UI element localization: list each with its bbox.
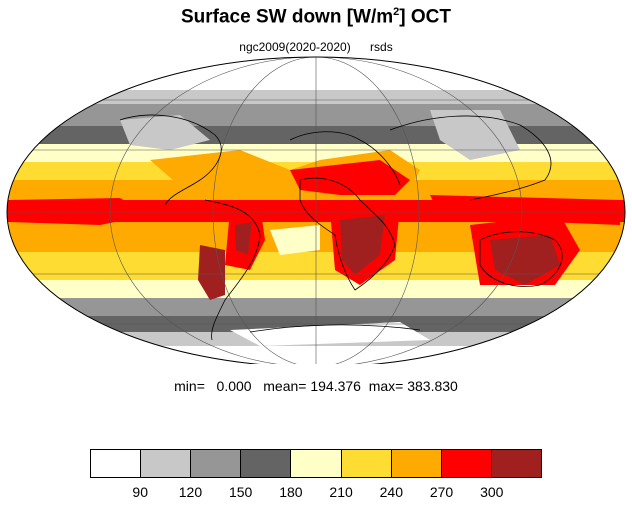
map-border (6, 56, 626, 364)
colorbar-swatch (241, 450, 292, 477)
coastlines (119, 114, 563, 341)
model-label: ngc2009(2020-2020) (239, 40, 351, 54)
plot-subtitle: ngc2009(2020-2020) rsds (0, 40, 632, 54)
colorbar-tick-label: 240 (379, 484, 403, 500)
graticule (7, 57, 625, 364)
colorbar-ticks: 90 120 150 180 210 240 270 300 (90, 484, 542, 502)
colorbar-tick-label: 90 (132, 484, 148, 500)
colorbar (90, 449, 542, 478)
colorbar-swatch (341, 450, 392, 477)
colorbar-tick-label: 300 (480, 484, 504, 500)
colorbar-tick-label: 180 (279, 484, 303, 500)
colorbar-tick-label: 210 (329, 484, 353, 500)
colorbar-swatch (291, 450, 342, 477)
colorbar-swatch (391, 450, 442, 477)
stats-line: min= 0.000 mean= 194.376 max= 383.830 (174, 378, 458, 394)
variable-label: rsds (370, 40, 393, 54)
world-map (6, 56, 626, 364)
colorbar-tick-label: 150 (228, 484, 253, 500)
colorbar-tick-label: 270 (429, 484, 454, 500)
colorbar-swatch (441, 450, 492, 477)
colorbar-swatch (141, 450, 192, 477)
colorbar-tick-label: 120 (178, 484, 203, 500)
colorbar-swatch (491, 450, 541, 477)
map-field (7, 57, 625, 364)
plot-title: Surface SW down [W/m2] OCT (180, 6, 452, 28)
colorbar-swatch (191, 450, 242, 477)
colorbar-swatch (91, 450, 142, 477)
